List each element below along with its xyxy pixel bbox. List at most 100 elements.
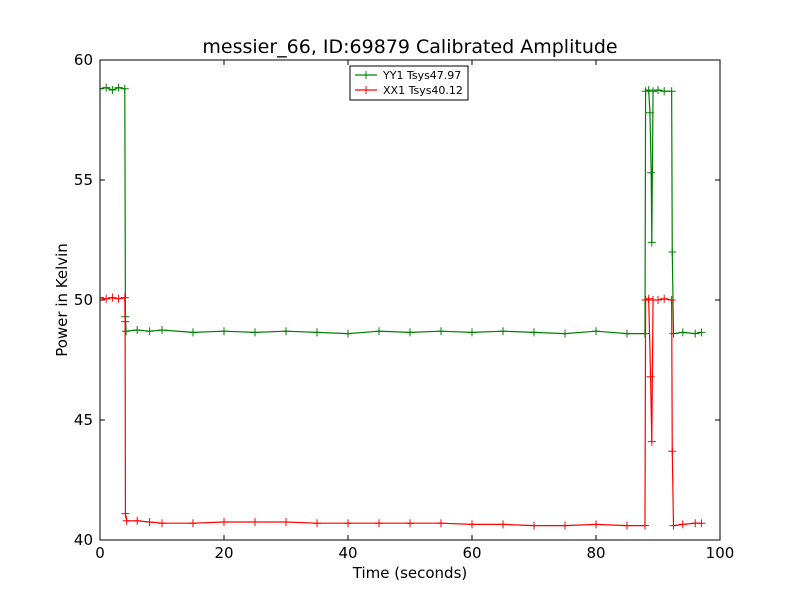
data-point bbox=[623, 521, 631, 530]
data-point bbox=[158, 326, 166, 334]
data-point bbox=[102, 294, 111, 303]
data-point bbox=[644, 86, 653, 94]
data-point bbox=[499, 520, 507, 529]
data-point bbox=[282, 518, 290, 526]
data-point bbox=[669, 521, 678, 530]
data-point bbox=[660, 294, 669, 303]
data-point bbox=[667, 87, 676, 96]
y-tick-label: 45 bbox=[74, 411, 93, 429]
data-point bbox=[647, 437, 656, 446]
data-point bbox=[647, 238, 656, 247]
data-point bbox=[437, 327, 445, 336]
data-point bbox=[122, 516, 131, 525]
data-point bbox=[344, 329, 352, 338]
plot-area: 0 20 40 60 80 100 40 45 50 55 60 bbox=[74, 51, 734, 562]
y-tick-label: 60 bbox=[74, 51, 93, 69]
data-point bbox=[120, 84, 129, 93]
data-point bbox=[282, 327, 290, 336]
series-line-1 bbox=[100, 296, 702, 527]
data-point bbox=[406, 328, 414, 337]
data-point bbox=[660, 87, 669, 96]
legend-entry-1: XX1 Tsys40.12 bbox=[383, 84, 463, 97]
data-point bbox=[530, 328, 538, 337]
data-point bbox=[691, 329, 700, 338]
data-point bbox=[145, 518, 154, 526]
data-point bbox=[678, 520, 687, 529]
legend-entry-0: YY1 Tsys47.97 bbox=[382, 69, 461, 82]
data-point bbox=[108, 293, 117, 302]
y-tick-label: 55 bbox=[74, 171, 93, 189]
data-point bbox=[189, 519, 197, 528]
data-point bbox=[122, 327, 131, 336]
series-0 bbox=[100, 83, 706, 338]
series-line-0 bbox=[100, 86, 702, 335]
data-point bbox=[189, 328, 197, 337]
data-point bbox=[158, 519, 166, 528]
x-tick-label: 0 bbox=[95, 544, 105, 562]
y-tick-label: 50 bbox=[74, 291, 93, 309]
data-point bbox=[145, 327, 154, 336]
data-point bbox=[646, 372, 655, 381]
data-point bbox=[530, 521, 538, 530]
data-point bbox=[654, 296, 662, 304]
data-point bbox=[678, 328, 687, 337]
data-point bbox=[114, 294, 123, 303]
data-point bbox=[561, 521, 569, 530]
data-point bbox=[468, 520, 476, 529]
data-point bbox=[133, 516, 142, 525]
data-point bbox=[108, 86, 117, 94]
data-point bbox=[121, 509, 130, 518]
data-point bbox=[220, 518, 228, 526]
data-point bbox=[647, 168, 656, 177]
x-axis-label: Time (seconds) bbox=[352, 564, 468, 582]
data-point bbox=[499, 327, 507, 336]
data-point bbox=[468, 328, 476, 337]
data-point bbox=[375, 327, 383, 336]
x-tick-label: 40 bbox=[338, 544, 357, 562]
data-point bbox=[133, 326, 142, 334]
y-axis-label: Power in Kelvin bbox=[53, 243, 71, 357]
x-tick-label: 80 bbox=[586, 544, 605, 562]
data-point bbox=[640, 521, 649, 530]
data-point bbox=[644, 294, 653, 303]
data-point bbox=[313, 328, 321, 337]
data-point bbox=[669, 329, 678, 338]
series-1 bbox=[100, 293, 706, 530]
data-point bbox=[592, 327, 600, 336]
data-point bbox=[623, 329, 631, 338]
data-point bbox=[251, 328, 259, 337]
data-point bbox=[375, 519, 383, 528]
data-point bbox=[114, 83, 123, 92]
x-tick-label: 20 bbox=[214, 544, 233, 562]
data-point bbox=[100, 84, 104, 93]
data-point bbox=[406, 519, 414, 528]
data-point bbox=[561, 329, 569, 338]
chart-title: messier_66, ID:69879 Calibrated Amplitud… bbox=[202, 36, 617, 58]
data-point bbox=[697, 328, 706, 337]
data-point bbox=[654, 86, 662, 94]
data-point bbox=[645, 108, 654, 117]
legend: YY1 Tsys47.97 XX1 Tsys40.12 bbox=[349, 65, 469, 101]
legend-box bbox=[349, 65, 469, 101]
x-tick-label: 100 bbox=[706, 544, 735, 562]
data-point bbox=[313, 519, 321, 528]
data-point bbox=[220, 327, 228, 336]
data-point bbox=[121, 317, 130, 326]
data-point bbox=[120, 293, 129, 302]
legend-marker bbox=[362, 86, 370, 94]
data-point bbox=[697, 519, 706, 528]
data-point bbox=[649, 87, 658, 96]
data-point bbox=[668, 248, 677, 256]
legend-marker bbox=[362, 71, 370, 79]
data-point bbox=[592, 520, 600, 529]
data-point bbox=[437, 519, 445, 528]
data-point bbox=[667, 296, 676, 304]
data-point bbox=[100, 293, 104, 302]
data-point bbox=[668, 447, 677, 456]
x-tick-label: 60 bbox=[462, 544, 481, 562]
axes-frame bbox=[99, 59, 721, 541]
data-point bbox=[344, 519, 352, 528]
y-tick-label: 40 bbox=[74, 531, 93, 549]
